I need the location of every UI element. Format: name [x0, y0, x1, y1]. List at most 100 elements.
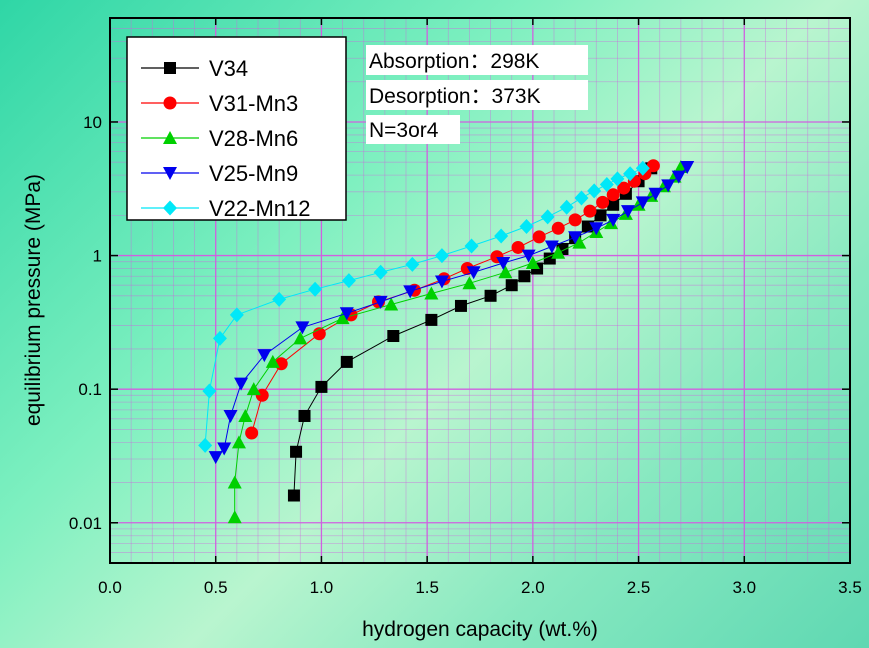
data-point [373, 295, 388, 309]
data-point [227, 510, 242, 524]
data-point [384, 297, 399, 311]
data-point [434, 275, 449, 289]
data-point [661, 179, 676, 193]
data-point [521, 249, 536, 263]
data-point [498, 265, 513, 279]
data-point [287, 489, 300, 502]
data-point [551, 245, 566, 259]
data-point [272, 291, 287, 307]
annotations: Absorption：298K Desorption：373K N=3or4 [366, 45, 588, 144]
data-point [387, 330, 400, 343]
data-point [583, 204, 597, 218]
data-point [454, 299, 467, 312]
annotation-bg-3 [366, 115, 460, 144]
data-point [680, 161, 695, 175]
data-point [212, 330, 227, 346]
legend-label: V34 [209, 56, 248, 81]
x-tick-label: 2.5 [627, 578, 651, 597]
plot-frame [109, 17, 851, 564]
data-point [434, 248, 449, 264]
data-point [245, 426, 259, 440]
data-point [525, 255, 540, 269]
data-point [217, 442, 232, 456]
y-axis-title: equilibrium pressure (MPa) [22, 174, 45, 426]
data-point [607, 198, 620, 211]
data-point [494, 228, 509, 244]
data-point [594, 209, 607, 222]
data-point [246, 382, 261, 396]
data-point [544, 240, 559, 254]
data-point [599, 177, 614, 193]
y-tick-label: 1 [93, 247, 102, 266]
annotation-bg-1 [366, 45, 588, 75]
annotation-bg-2 [366, 80, 588, 110]
series-v22-mn12 [198, 160, 650, 453]
y-tick-label: 10 [83, 113, 102, 132]
data-point [621, 205, 635, 219]
x-tick-label: 1.5 [415, 578, 439, 597]
legend-marker [164, 62, 176, 74]
data-point [518, 270, 531, 283]
data-point [646, 159, 660, 173]
legend-marker [163, 200, 177, 216]
legend-item: V31-Mn3 [141, 91, 298, 116]
data-point [265, 354, 280, 368]
data-point [202, 383, 217, 399]
legend-label: V31-Mn3 [209, 91, 298, 116]
data-point [208, 451, 223, 465]
data-point [238, 408, 253, 422]
annotation-absorption: Absorption：298K [369, 50, 539, 73]
data-point [339, 307, 354, 321]
data-point [462, 276, 477, 290]
data-point [606, 213, 621, 227]
legend-marker [163, 131, 177, 144]
data-point [496, 256, 511, 270]
data-point [293, 331, 308, 345]
legend-label: V25-Mn9 [209, 161, 298, 186]
data-point [543, 252, 556, 265]
data-point [551, 221, 565, 235]
data-point [231, 435, 246, 449]
data-point [484, 289, 497, 302]
data-point [425, 313, 438, 326]
data-point [229, 307, 244, 323]
x-tick-label: 0.0 [98, 578, 122, 597]
legend-label: V22-Mn12 [209, 196, 311, 221]
data-point [574, 190, 589, 206]
data-point [671, 170, 686, 184]
data-point [373, 264, 388, 280]
data-point [198, 437, 213, 453]
data-point [505, 279, 518, 292]
data-point [623, 166, 638, 182]
data-point [540, 209, 555, 225]
data-point [572, 235, 587, 249]
data-point [464, 238, 479, 254]
data-point [257, 349, 272, 363]
data-point [617, 181, 631, 195]
x-tick-labels: 0.0 0.5 1.0 1.5 2.0 2.5 3.0 3.5 [98, 578, 862, 597]
data-point [568, 231, 583, 245]
data-point [290, 445, 303, 458]
data-point [227, 475, 242, 489]
data-point [466, 266, 481, 280]
data-point [635, 160, 650, 176]
x-tick-label: 3.5 [838, 578, 862, 597]
legend-marker [163, 96, 177, 110]
y-tick-label: 0.1 [78, 380, 102, 399]
data-point [587, 183, 602, 199]
data-point [295, 321, 310, 335]
annotation-cycles: N=3or4 [369, 119, 439, 142]
y-tick-label: 0.01 [69, 514, 102, 533]
data-point [532, 230, 546, 244]
data-point [335, 311, 350, 325]
data-point [234, 377, 249, 391]
annotation-desorption: Desorption：373K [369, 85, 541, 108]
legend-label: V28-Mn6 [209, 126, 298, 151]
data-point [403, 285, 418, 299]
data-point [298, 409, 311, 422]
data-point [568, 213, 582, 227]
data-point [308, 281, 323, 297]
data-point [223, 409, 238, 423]
data-point [596, 195, 610, 209]
